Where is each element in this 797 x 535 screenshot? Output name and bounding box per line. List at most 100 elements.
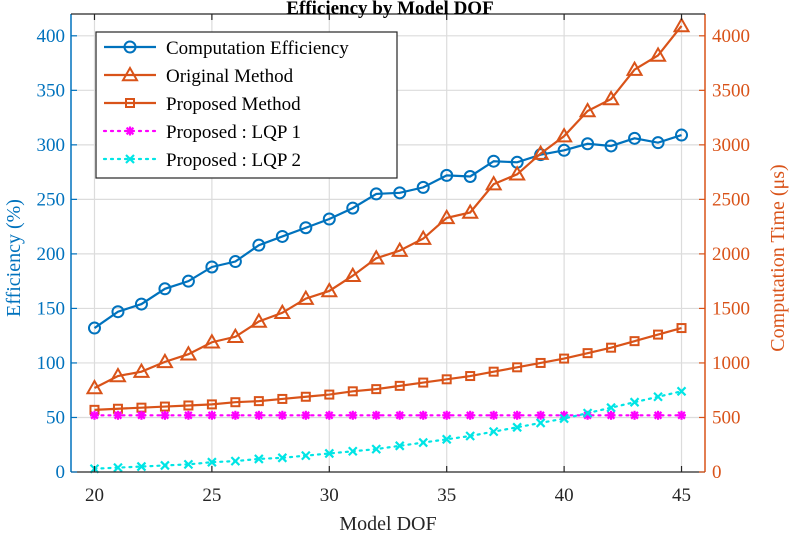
data-point (85, 379, 104, 395)
marker-stroke (207, 457, 217, 467)
marker-stroke (630, 411, 639, 420)
data-point (437, 208, 456, 225)
data-point (606, 410, 616, 420)
data-point (581, 137, 595, 151)
data-point (676, 323, 687, 334)
data-point (606, 342, 617, 353)
data-point (252, 238, 266, 252)
marker-stroke (324, 448, 335, 459)
marker-stroke (348, 411, 357, 420)
data-point (324, 389, 335, 400)
data-point (512, 362, 523, 373)
axes: 20 25 30 35 40 450501001502002503003504000500… (37, 13, 750, 506)
data-point (277, 453, 288, 463)
x-tick-label: 30 (320, 485, 339, 506)
y-tick-label-right: 3000 (712, 135, 750, 156)
marker-stroke (254, 411, 264, 420)
marker-stroke (441, 434, 452, 445)
series-proposed-method (89, 323, 687, 415)
data-point (582, 408, 593, 418)
data-point (301, 410, 311, 420)
data-point (393, 186, 407, 200)
series-line (93, 390, 683, 470)
marker-stroke (512, 422, 522, 433)
marker-stroke (536, 411, 545, 420)
data-point (230, 456, 241, 466)
marker-stroke (278, 411, 287, 420)
legend-marker (125, 154, 135, 164)
y-tick-label-left: 300 (37, 135, 66, 156)
x-tick-label: 25 (202, 485, 221, 506)
data-point (300, 391, 311, 402)
y-tick-label-right: 500 (712, 407, 741, 428)
marker-stroke (113, 411, 123, 420)
data-point (367, 249, 385, 265)
data-point (651, 136, 665, 150)
data-point (183, 400, 194, 411)
data-point (87, 321, 101, 335)
marker-stroke (125, 154, 135, 164)
marker-stroke (301, 411, 310, 420)
data-point (559, 353, 570, 364)
data-point (158, 282, 172, 296)
legend-entry: Original Method (104, 65, 294, 87)
data-point (181, 274, 195, 288)
data-point (531, 144, 550, 160)
data-point (347, 386, 358, 397)
marker-stroke (466, 411, 475, 420)
data-point (277, 393, 288, 404)
legend-entry: Proposed : LQP 2 (102, 150, 301, 171)
data-point (207, 410, 217, 420)
data-point (653, 410, 663, 420)
data-point (653, 329, 664, 340)
legend-box (95, 31, 398, 179)
data-point (183, 410, 193, 420)
data-point (347, 446, 358, 457)
marker-stroke (160, 460, 170, 471)
marker-stroke (677, 411, 686, 420)
marker-stroke (347, 446, 358, 457)
data-point (369, 187, 383, 201)
marker-stroke (676, 386, 687, 397)
data-point (89, 410, 99, 420)
marker-stroke (559, 413, 569, 424)
data-point (371, 444, 382, 454)
x-tick-label: 35 (437, 485, 456, 506)
y-tick-label-left: 150 (37, 298, 66, 319)
data-point (156, 352, 174, 369)
y-tick-label-left: 250 (37, 189, 66, 210)
data-point (134, 297, 148, 311)
marker-stroke (606, 411, 616, 420)
marker-stroke (488, 426, 499, 437)
marker-stroke (606, 402, 616, 413)
data-point (254, 454, 264, 464)
data-point (602, 90, 620, 106)
data-point (630, 410, 640, 420)
marker-stroke (207, 411, 217, 420)
marker-stroke (277, 453, 288, 463)
data-point (578, 102, 597, 118)
data-point (442, 410, 452, 420)
data-point (629, 397, 640, 407)
data-point (441, 374, 452, 385)
data-point (508, 165, 526, 181)
marker-stroke (442, 411, 451, 420)
data-point (253, 396, 264, 407)
data-point (555, 127, 573, 143)
marker-stroke (325, 411, 334, 420)
marker-stroke (582, 408, 593, 418)
data-point (228, 255, 242, 269)
marker-stroke (125, 126, 135, 136)
marker-stroke (372, 411, 381, 420)
marker-stroke (184, 411, 193, 420)
data-point (226, 327, 245, 344)
x-tick-label: 45 (672, 485, 691, 506)
marker-stroke (254, 454, 264, 464)
data-point (672, 16, 691, 33)
data-point (629, 336, 640, 347)
marker-stroke (90, 411, 99, 420)
series-proposed-lqp-2 (89, 386, 687, 474)
legend: Computation Efficiency Original Method Pro… (95, 31, 398, 179)
data-point (136, 461, 147, 472)
series-layer (85, 16, 691, 474)
